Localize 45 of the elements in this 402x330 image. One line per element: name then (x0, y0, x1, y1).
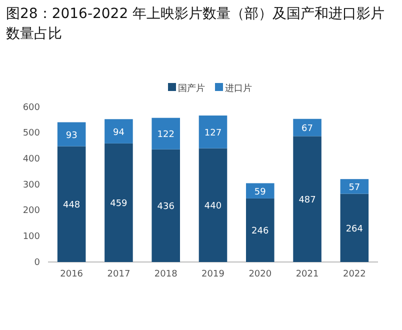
data-label: 440 (204, 202, 222, 212)
x-tick-label: 2022 (342, 269, 366, 280)
data-label: 94 (112, 128, 125, 138)
chart-title: 图28：2016-2022 年上映影片数量（部）及国产和进口影片数量占比 (6, 5, 386, 44)
data-label: 122 (157, 130, 174, 140)
bar (293, 136, 322, 262)
x-tick-label: 2018 (154, 269, 178, 280)
data-label: 436 (157, 202, 175, 212)
bar (152, 118, 180, 150)
y-tick-label: 300 (22, 180, 40, 190)
bar (293, 118, 322, 136)
x-tick-label: 2017 (107, 269, 130, 280)
bar (246, 183, 274, 198)
bar (104, 119, 133, 144)
y-tick-label: 200 (22, 206, 40, 216)
bar (340, 194, 369, 262)
legend-label: 进口片 (225, 83, 252, 94)
data-label: 59 (254, 187, 266, 198)
bar (152, 149, 180, 262)
x-tick-label: 2016 (60, 269, 84, 280)
bar (104, 143, 133, 262)
data-label: 67 (302, 124, 314, 134)
data-label: 93 (66, 130, 78, 141)
legend-label: 国产片 (178, 83, 205, 94)
y-tick-label: 100 (22, 232, 40, 242)
bar (57, 122, 86, 146)
y-tick-label: 500 (22, 128, 40, 139)
data-label: 127 (204, 128, 222, 138)
y-tick-label: 600 (22, 102, 40, 113)
data-label: 487 (298, 196, 316, 206)
data-label: 264 (346, 224, 364, 234)
y-tick-label: 0 (34, 258, 40, 268)
bar (246, 198, 274, 262)
data-label: 459 (110, 199, 128, 210)
bar (57, 146, 86, 262)
data-label: 246 (252, 226, 269, 237)
bar (340, 179, 369, 194)
x-tick-label: 2019 (202, 269, 225, 280)
y-tick-label: 400 (22, 154, 40, 165)
data-label: 448 (62, 200, 80, 211)
x-tick-label: 2021 (296, 269, 319, 280)
x-tick-label: 2020 (248, 269, 272, 280)
data-label: 57 (348, 182, 360, 193)
bar (198, 148, 228, 262)
bar (198, 116, 228, 148)
